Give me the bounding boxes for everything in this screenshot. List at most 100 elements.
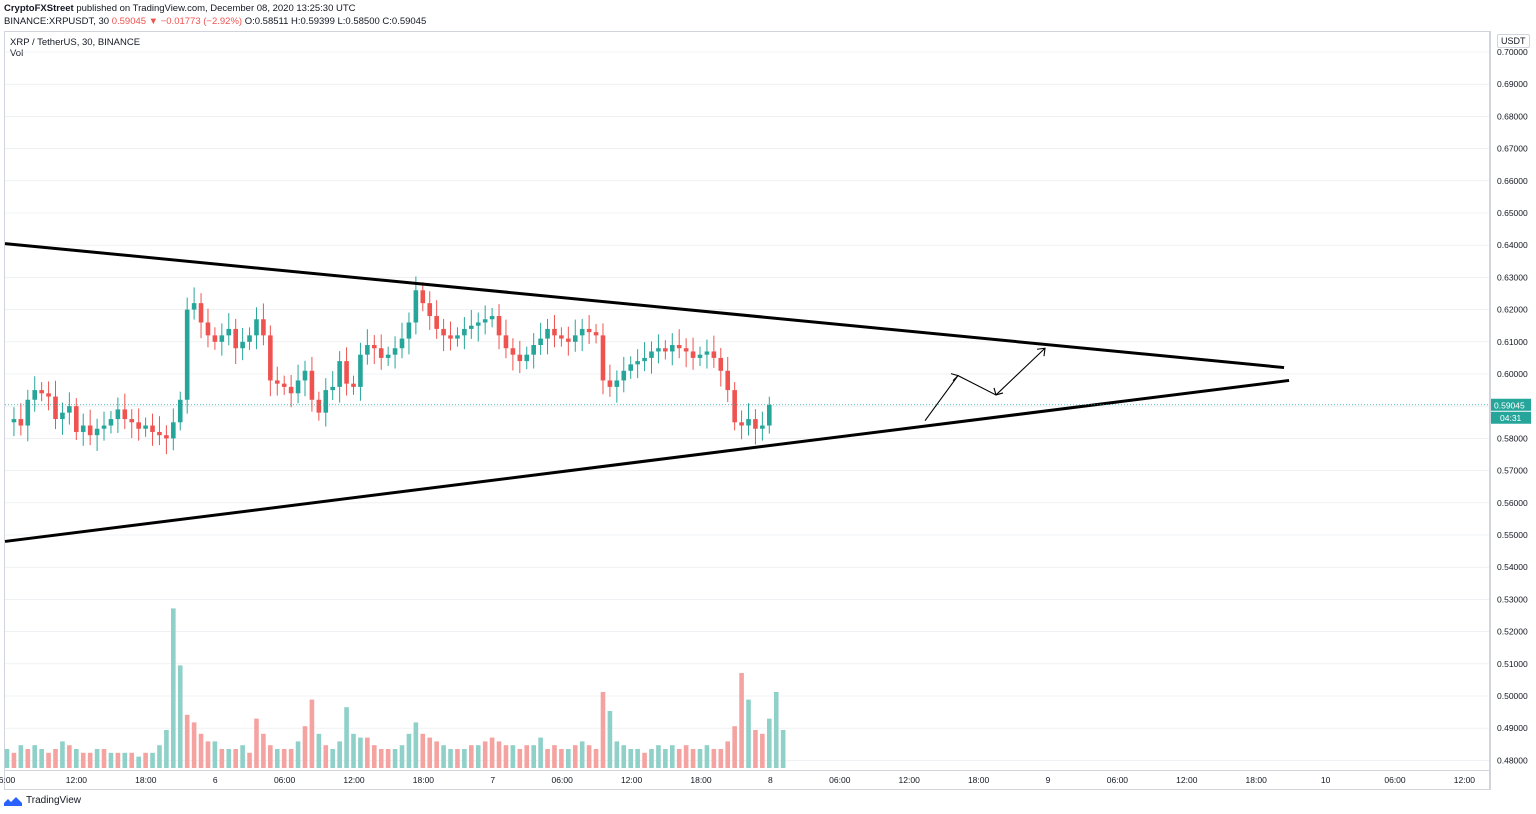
- volume-bar: [323, 745, 329, 768]
- candle-body: [365, 345, 370, 355]
- volume-bar: [489, 737, 495, 768]
- price-tick-label: 0.56000: [1497, 498, 1528, 508]
- candle-body: [441, 328, 446, 336]
- price-tick-label: 0.63000: [1497, 272, 1528, 282]
- volume-bar: [115, 752, 121, 768]
- candle-body: [39, 390, 44, 394]
- candle-body: [247, 335, 252, 342]
- candle-body: [704, 351, 710, 355]
- candle-body: [74, 406, 79, 432]
- candle-body: [524, 354, 530, 362]
- volume-bar: [233, 749, 238, 768]
- tradingview-logo-icon: [4, 796, 22, 806]
- volume-bar: [226, 749, 232, 768]
- price-axis[interactable]: [1490, 31, 1536, 790]
- time-tick-label: 12:00: [1176, 775, 1198, 785]
- volume-bar: [39, 749, 44, 768]
- candle-body: [475, 322, 481, 326]
- price-tick-label: 0.67000: [1497, 144, 1528, 154]
- price-tick-label: 0.57000: [1497, 466, 1528, 476]
- volume-bar: [566, 749, 571, 768]
- candle-body: [462, 328, 467, 336]
- candle-body: [455, 335, 460, 339]
- time-tick-label: 18:00: [968, 775, 990, 785]
- price-tick-label: 0.55000: [1497, 530, 1528, 540]
- volume-bar: [358, 737, 363, 768]
- volume-bar: [482, 741, 488, 768]
- volume-bar: [302, 726, 308, 768]
- projection-arrow: [924, 347, 1046, 422]
- time-tick-label: 18:00: [690, 775, 712, 785]
- candle-body: [108, 419, 114, 426]
- volume-bar: [642, 752, 647, 768]
- chart-pane[interactable]: [4, 31, 1490, 790]
- candle-body: [337, 361, 342, 387]
- volume-bar: [261, 733, 266, 768]
- candle-body: [150, 425, 155, 432]
- volume-bar: [760, 733, 765, 768]
- volume-bar: [469, 745, 474, 768]
- publisher-name: CryptoFXStreet: [4, 3, 74, 14]
- candle-body: [718, 357, 724, 371]
- candle-body: [157, 431, 162, 436]
- volume-bar: [656, 745, 661, 768]
- volume-bar: [295, 741, 301, 768]
- volume-bar: [406, 733, 412, 768]
- time-axis[interactable]: [4, 770, 1490, 790]
- candle-body: [489, 316, 495, 320]
- volume-bar: [773, 692, 779, 768]
- volume-bar: [448, 749, 453, 768]
- volume-bar: [378, 749, 384, 768]
- candle-body: [746, 419, 751, 426]
- upper-trendline: [4, 242, 1285, 370]
- volume-bar: [191, 722, 197, 768]
- lower-trendline: [4, 378, 1290, 543]
- candle-body: [101, 425, 107, 429]
- currency-unit-badge[interactable]: USDT: [1497, 34, 1530, 48]
- candle-body: [191, 303, 197, 310]
- tradingview-branding[interactable]: TradingView: [4, 795, 81, 806]
- candle-body: [531, 345, 536, 355]
- candle-body: [164, 435, 169, 439]
- volume-bar: [198, 733, 204, 768]
- candle-body: [635, 361, 640, 365]
- candle-body: [448, 335, 453, 339]
- time-tick-label: 6: [213, 775, 218, 785]
- volume-bar: [157, 745, 162, 768]
- volume-bar: [420, 733, 426, 768]
- candle-body: [344, 361, 349, 384]
- time-tick-label: 06:00: [1107, 775, 1129, 785]
- candle-body: [649, 351, 654, 358]
- time-tick-label: 18:00: [1246, 775, 1268, 785]
- countdown-label: 04:31: [1500, 413, 1522, 423]
- volume-bar: [649, 749, 654, 768]
- volume-bar: [586, 745, 592, 768]
- volume-bar: [87, 752, 93, 768]
- candle-body: [18, 419, 24, 426]
- volume-bar: [517, 749, 523, 768]
- volume-bar: [718, 749, 724, 768]
- volume-bar: [32, 745, 38, 768]
- volume-bar: [572, 745, 578, 768]
- candle-body: [711, 351, 717, 358]
- time-tick-label: 10: [1321, 775, 1331, 785]
- candle-body: [572, 335, 578, 342]
- volume-bar: [143, 752, 148, 768]
- projection-arrowhead: [993, 387, 1004, 396]
- volume-bar: [600, 692, 606, 768]
- candle-body: [87, 425, 93, 436]
- brand-name: TradingView: [26, 795, 82, 806]
- candle-body: [53, 396, 58, 420]
- price-tick-label: 0.49000: [1497, 723, 1528, 733]
- candle-body: [669, 345, 675, 352]
- candle-body: [378, 348, 384, 358]
- volume-bar: [94, 749, 100, 768]
- candle-body: [552, 328, 557, 336]
- time-tick-label: 12:00: [1454, 775, 1476, 785]
- volume-bar: [711, 749, 717, 768]
- projection-arrowhead: [950, 373, 960, 381]
- volume-bar: [767, 718, 772, 768]
- time-tick-label: 06:00: [1384, 775, 1406, 785]
- price-tick-label: 0.52000: [1497, 627, 1528, 637]
- volume-bar: [545, 749, 550, 768]
